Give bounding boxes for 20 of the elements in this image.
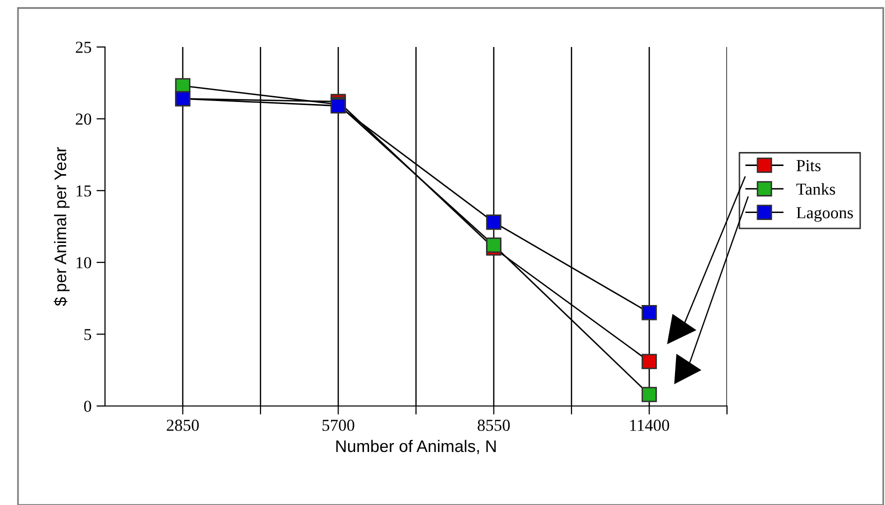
- x-tick-label: 2850: [166, 420, 199, 431]
- point: [486, 214, 502, 230]
- y-tick-label: 0: [84, 400, 92, 412]
- legend-label: Lagoons: [796, 207, 853, 222]
- legend-label: Tanks: [796, 183, 836, 195]
- y-axis-title: $ per Animal per Year: [54, 147, 70, 306]
- x-tick-label: 5700: [322, 420, 354, 431]
- y-tick-label: 25: [76, 42, 92, 53]
- x-tick-label: 11400: [630, 420, 670, 431]
- legend-label: Pits: [796, 160, 821, 172]
- y-tick-label: 5: [84, 329, 92, 340]
- x-axis-title: Number of Animals, N: [336, 440, 496, 454]
- point: [486, 238, 502, 253]
- point: [642, 354, 657, 370]
- y-tick-label: 15: [76, 185, 92, 197]
- y-tick-label: 20: [76, 114, 92, 125]
- point: [642, 386, 657, 402]
- y-tick-label: 10: [76, 257, 92, 268]
- x-tick-label: 8550: [478, 420, 510, 431]
- point: [642, 305, 657, 320]
